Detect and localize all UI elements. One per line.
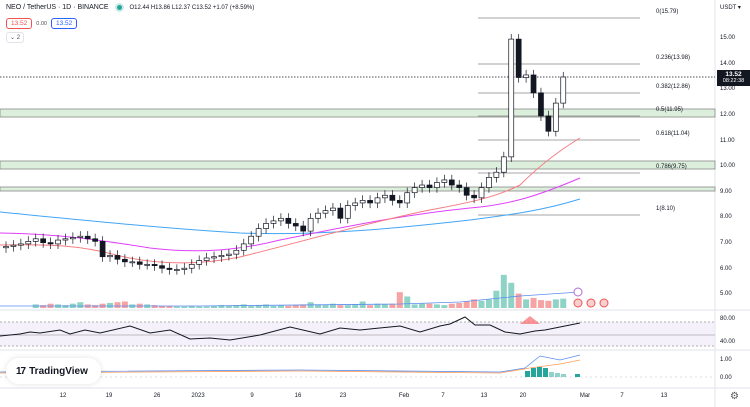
us-flag-icon	[586, 298, 596, 308]
fib-level-label: 0.236(13.98)	[656, 55, 691, 61]
price-tick: 14.00	[720, 60, 736, 67]
ema-red	[0, 137, 581, 264]
symbol-title: NEO / TetherUS · 1D · BINANCE	[6, 4, 109, 11]
macd-line	[0, 354, 581, 373]
indicator-tick: 40.00	[720, 339, 736, 345]
current-price: 13.52	[725, 71, 742, 78]
ohlc-values: O12.44 H13.86 L12.37 C13.52 +1.07 (+8.59…	[129, 5, 255, 11]
symbol-legend: NEO / TetherUS · 1D · BINANCE O12.44 H13…	[6, 4, 254, 11]
settings-gear-icon[interactable]: ⚙	[730, 391, 739, 402]
us-flag-icon	[599, 298, 609, 308]
time-tick: Feb	[398, 393, 410, 399]
lightning-icon	[573, 287, 583, 297]
fib-level-label: 1(8.10)	[656, 206, 676, 212]
price-tick: 13.00	[720, 86, 736, 93]
price-tick: 15.00	[720, 35, 736, 42]
support-zones	[0, 108, 716, 192]
currency-selector[interactable]: USDT ▾	[720, 5, 741, 11]
time-tick: 19	[105, 393, 113, 399]
bar-countdown: 08:22:38	[722, 78, 745, 84]
time-tick: 26	[153, 393, 161, 399]
time-tick: 20	[519, 393, 527, 399]
tradingview-mark-icon: 17	[16, 365, 26, 377]
time-tick: 13	[660, 393, 668, 399]
price-tick: 9.00	[720, 188, 732, 195]
fib-level-label: 0.786(9.75)	[656, 164, 687, 170]
spread-value: 0.00	[36, 20, 47, 27]
rsi-band	[0, 322, 715, 346]
ema-blue	[0, 198, 581, 235]
time-tick: Mar	[579, 393, 591, 399]
price-tick: 8.00	[720, 214, 732, 221]
fib-level-label: 0.382(12.86)	[656, 84, 691, 90]
sell-button[interactable]: 13.52	[6, 18, 33, 29]
volume-bars	[32, 274, 567, 308]
fib-level-label: 0(15.79)	[656, 9, 679, 15]
time-tick: 7	[620, 393, 624, 399]
time-tick: 7	[441, 393, 445, 399]
indicator-tick: 80.00	[720, 316, 736, 322]
fib-level-label: 0.5(11.95)	[656, 107, 683, 113]
price-tick: 5.00	[720, 291, 732, 298]
fib-retracement	[478, 17, 640, 216]
indicators-toggle[interactable]: ⌄ 2	[6, 32, 25, 43]
us-flag-icon	[573, 298, 583, 308]
time-tick: 16	[294, 393, 302, 399]
logo-text: TradingView	[29, 365, 88, 377]
rsi-line	[0, 316, 581, 341]
fib-level-label: 0.618(11.04)	[656, 131, 690, 137]
bid-ask-row: 13.52 0.00 13.52	[6, 18, 78, 29]
price-tick: 11.00	[720, 137, 735, 144]
indicator-tick: 1.00	[720, 357, 732, 363]
price-tick: 6.00	[720, 265, 732, 272]
price-tick: 12.00	[720, 111, 736, 118]
ema-magenta	[0, 177, 581, 252]
indicator-tick: 0.00	[720, 375, 732, 381]
volume-ma	[0, 291, 581, 307]
time-tick: 13	[480, 393, 488, 399]
time-tick: 23	[339, 393, 347, 399]
market-status-icon	[116, 4, 122, 10]
time-tick: 12	[59, 393, 67, 399]
candlestick-series	[3, 33, 567, 275]
price-tick: 7.00	[720, 239, 732, 246]
tradingview-logo[interactable]: 17 TradingView	[6, 358, 101, 384]
buy-button[interactable]: 13.52	[51, 18, 78, 29]
signal-line	[0, 359, 581, 374]
current-price-label: 13.52 08:22:38	[717, 70, 750, 86]
time-tick: 9	[250, 393, 254, 399]
price-tick: 10.00	[720, 163, 736, 170]
time-tick: 2023	[191, 393, 205, 399]
